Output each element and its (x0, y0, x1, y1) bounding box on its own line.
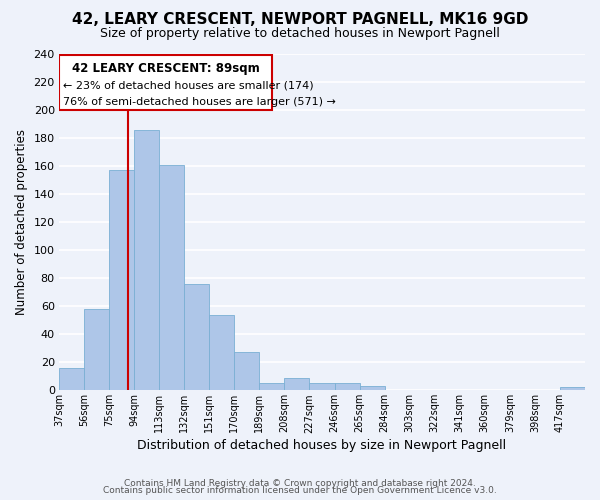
Bar (284, 378, 310, 390)
Bar (84, 309, 109, 390)
Bar (159, 164, 184, 390)
Bar (359, 386, 385, 390)
Text: 42, LEARY CRESCENT, NEWPORT PAGNELL, MK16 9GD: 42, LEARY CRESCENT, NEWPORT PAGNELL, MK1… (72, 12, 528, 28)
FancyBboxPatch shape (59, 56, 272, 110)
Bar (109, 170, 134, 390)
Bar (310, 384, 335, 390)
Bar (209, 314, 235, 390)
Bar (560, 388, 585, 390)
Text: Contains public sector information licensed under the Open Government Licence v3: Contains public sector information licen… (103, 486, 497, 495)
Text: Contains HM Land Registry data © Crown copyright and database right 2024.: Contains HM Land Registry data © Crown c… (124, 478, 476, 488)
Bar (335, 384, 359, 390)
Y-axis label: Number of detached properties: Number of detached properties (15, 129, 28, 315)
Text: 76% of semi-detached houses are larger (571) →: 76% of semi-detached houses are larger (… (63, 98, 336, 108)
Bar (259, 384, 284, 390)
Text: ← 23% of detached houses are smaller (174): ← 23% of detached houses are smaller (17… (63, 80, 314, 90)
Text: Size of property relative to detached houses in Newport Pagnell: Size of property relative to detached ho… (100, 28, 500, 40)
Text: 42 LEARY CRESCENT: 89sqm: 42 LEARY CRESCENT: 89sqm (71, 62, 259, 76)
X-axis label: Distribution of detached houses by size in Newport Pagnell: Distribution of detached houses by size … (137, 440, 506, 452)
Bar (184, 284, 209, 391)
Bar (235, 352, 259, 391)
Bar (134, 130, 159, 390)
Bar (59, 368, 84, 390)
